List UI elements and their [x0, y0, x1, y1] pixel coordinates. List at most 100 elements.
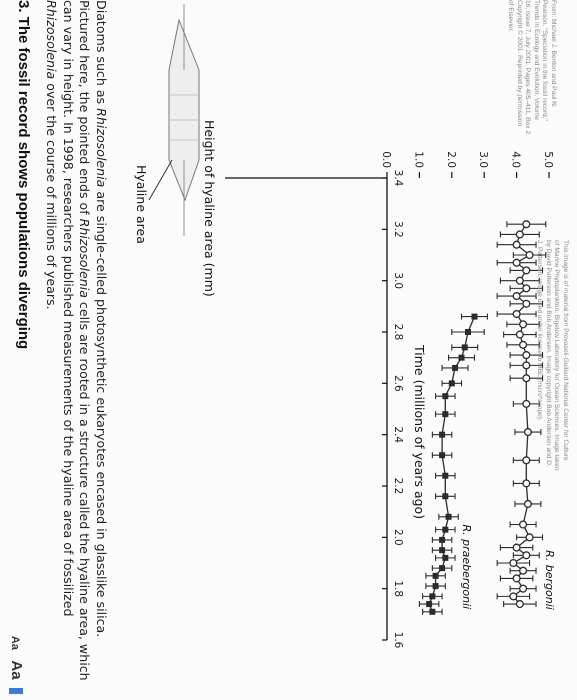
data-point-circle	[525, 533, 534, 542]
credit-image-source: This image is of material from Provasoli…	[535, 240, 569, 680]
font-size-controls[interactable]: Aa Aa	[7, 636, 25, 694]
data-point-circle	[515, 276, 524, 285]
data-point-square	[429, 593, 436, 600]
data-point-circle	[512, 309, 521, 319]
data-point-circle	[509, 592, 518, 601]
series-praebergonii	[418, 313, 488, 615]
data-point-circle	[512, 292, 521, 301]
x-tick-label: 2.4	[392, 426, 404, 443]
x-tick-label: 3.0	[392, 272, 404, 289]
genus-name: Rhizosolenia	[77, 218, 93, 298]
x-tick-label: 3.4	[392, 170, 404, 187]
data-point-circle	[519, 320, 528, 329]
credit-line: Copyright © 2001. Reprinted by permissio…	[515, 0, 523, 127]
hyaline-area-pointer	[148, 159, 173, 201]
y-tick-label: 3.0	[477, 151, 489, 168]
data-point-square	[439, 547, 446, 554]
y-tick-label: 2.0	[445, 151, 457, 168]
genus-name: Rhizosolenia	[44, 0, 60, 80]
section-heading: 3. The fossil record shows populations d…	[15, 0, 32, 350]
data-point-circle	[522, 479, 531, 488]
data-point-circle	[523, 428, 532, 437]
credit-line: 16, Issue 7, July 2001, Pages 405–411, B…	[524, 0, 532, 136]
data-point-square	[426, 601, 433, 608]
data-point-square	[452, 364, 459, 371]
data-point-square	[465, 329, 471, 335]
credit-line: This image is of material from Provasoli…	[562, 240, 569, 461]
data-point-square	[445, 513, 452, 520]
data-point-square	[442, 493, 449, 500]
data-point-circle	[515, 600, 524, 609]
x-tick-label: 3.2	[392, 221, 404, 238]
data-point-square	[461, 344, 468, 351]
data-point-square	[448, 380, 455, 387]
species-annotation: R. praebergonii	[460, 525, 473, 610]
data-point-circle	[522, 299, 531, 308]
data-point-circle	[512, 240, 521, 249]
data-point-circle	[525, 250, 534, 260]
x-tick-label: 2.6	[392, 375, 404, 392]
data-point-circle	[512, 574, 521, 583]
data-point-circle	[509, 558, 518, 568]
x-tick-label: 2.8	[392, 324, 404, 341]
data-point-circle	[512, 543, 521, 552]
data-point-circle	[519, 566, 528, 575]
data-point-circle	[515, 330, 524, 339]
x-tick-label: 2.2	[392, 478, 404, 495]
data-point-circle	[522, 399, 531, 408]
data-point-square	[432, 583, 439, 590]
data-point-circle	[522, 266, 531, 275]
x-tick-label: 2.0	[392, 529, 404, 546]
data-point-square	[432, 572, 439, 579]
data-point-circle	[522, 220, 531, 229]
data-point-square	[442, 472, 449, 479]
data-point-square	[429, 608, 436, 615]
data-point-circle	[515, 230, 524, 239]
data-point-circle	[512, 258, 521, 267]
increase-font-button[interactable]: Aa	[8, 660, 25, 680]
series-bergonii	[496, 220, 547, 609]
y-tick-label: 0.0	[380, 151, 392, 168]
data-point-square	[442, 526, 449, 533]
x-tick-label: 1.8	[392, 580, 404, 597]
credit-line: by David Patterson and Bob Andersen. Ima…	[544, 240, 552, 467]
credit-line: Pearson, "Speciation in the fossil recor…	[541, 0, 549, 121]
data-point-square	[458, 354, 465, 361]
credit-line: Trends in Ecology and Evolution, Volume	[532, 0, 540, 120]
intro-paragraph: Diatoms such as Rhizosolenia are single-…	[43, 0, 110, 690]
data-point-square	[442, 411, 449, 418]
x-tick-label: 1.6	[392, 632, 404, 649]
data-point-circle	[522, 551, 531, 560]
data-point-circle	[522, 284, 531, 293]
y-tick-label: 4.0	[510, 151, 522, 168]
hyaline-area-label: Hyaline area	[134, 165, 149, 244]
species-annotation: R. bergonii	[543, 550, 556, 610]
y-tick-label: 1.0	[412, 151, 424, 168]
data-point-square	[471, 313, 478, 320]
y-tick-label: 5.0	[542, 151, 554, 168]
credit-line: J. Patterson; image used under license t…	[536, 240, 544, 421]
data-point-square	[439, 431, 446, 438]
credit-citation: From: Michael J. Benton and Paul N. Pear…	[505, 0, 557, 200]
data-point-square	[442, 554, 449, 561]
data-point-circle	[519, 520, 528, 529]
data-point-square	[439, 565, 446, 572]
credit-line: of Elsevier.	[507, 0, 515, 33]
data-point-square	[439, 536, 446, 543]
diatom-illustration: Hyaline area	[134, 4, 200, 244]
bookmark-tab-icon	[9, 688, 24, 694]
data-point-circle	[522, 456, 531, 465]
decrease-font-button[interactable]: Aa	[9, 635, 21, 650]
intro-text: over the course of millions of years.	[44, 79, 60, 310]
series-group	[418, 220, 547, 615]
data-point-square	[442, 393, 449, 400]
y-axis-label: Height of hyaline area (mm)	[202, 120, 217, 297]
x-axis-label: Time (millions of years ago)	[412, 344, 427, 519]
tick-group: 3.4 3.2 3.0 2.8 2.6 2.4 2.2 2.0 1.8 1.6 0.0 1.0 2.0 3…	[380, 151, 554, 648]
data-point-circle	[522, 361, 531, 370]
annotation-group: R. bergonii R. praebergonii	[460, 525, 556, 610]
data-point-circle	[522, 374, 531, 383]
data-point-circle	[522, 351, 531, 360]
data-point-circle	[523, 499, 532, 509]
